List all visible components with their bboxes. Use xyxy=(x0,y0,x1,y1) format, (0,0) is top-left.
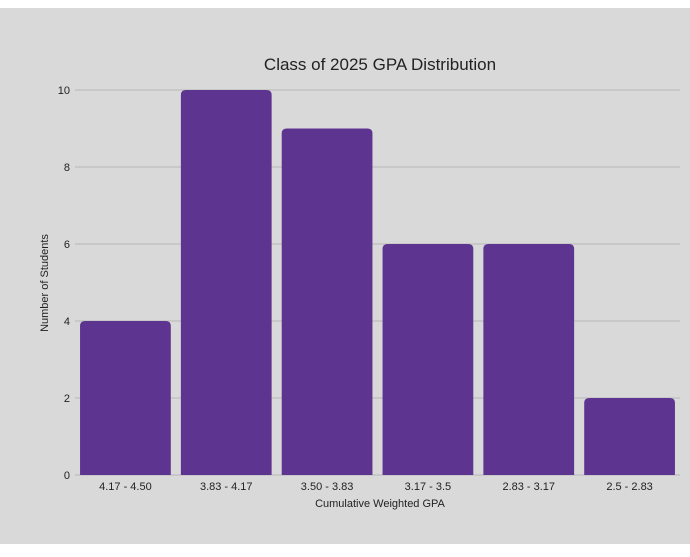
y-axis-tick-labels: 0 2 4 6 8 10 xyxy=(58,85,70,482)
x-axis-tick-labels: 4.17 - 4.50 3.83 - 4.17 3.50 - 3.83 3.17 - … xyxy=(99,481,653,493)
bar xyxy=(382,244,474,475)
x-axis-title: Cumulative Weighted GPA xyxy=(315,498,445,510)
y-tick-label: 4 xyxy=(64,316,70,328)
bar xyxy=(483,244,575,475)
x-tick-label: 2.83 - 3.17 xyxy=(502,481,555,493)
bar xyxy=(80,321,171,475)
x-tick-label: 3.83 - 4.17 xyxy=(200,481,253,493)
x-tick-label: 3.50 - 3.83 xyxy=(301,481,354,493)
gridlines xyxy=(75,89,680,476)
y-tick-label: 6 xyxy=(64,239,70,251)
y-tick-label: 0 xyxy=(64,470,70,482)
x-tick-label: 3.17 - 3.5 xyxy=(405,481,451,493)
y-tick-label: 10 xyxy=(58,85,70,97)
y-axis-title: Number of Students xyxy=(39,234,51,332)
y-tick-label: 2 xyxy=(64,393,70,405)
x-tick-label: 2.5 - 2.83 xyxy=(606,481,652,493)
y-tick-label: 8 xyxy=(64,162,70,174)
bars xyxy=(80,90,675,475)
chart-title: Class of 2025 GPA Distribution xyxy=(264,55,496,74)
bar xyxy=(180,90,272,475)
x-tick-label: 4.17 - 4.50 xyxy=(99,481,152,493)
bar xyxy=(584,398,675,475)
bar xyxy=(281,128,373,475)
